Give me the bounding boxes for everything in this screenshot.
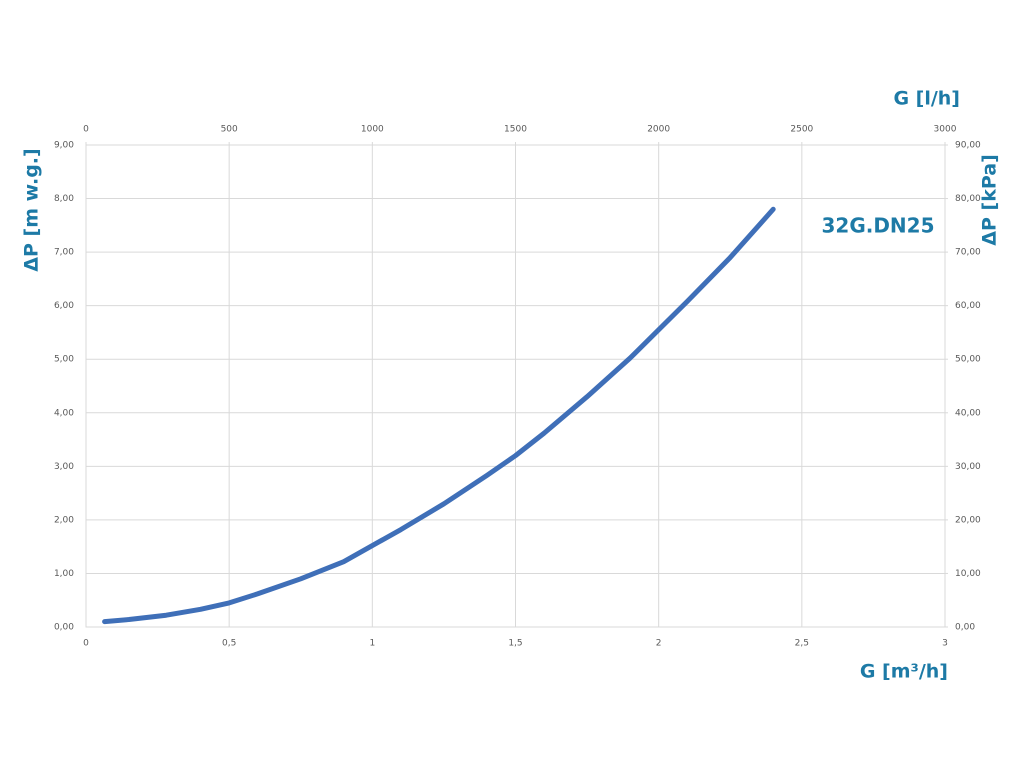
- y-tick-label: 7,00: [54, 248, 74, 258]
- y-tick-label: 5,00: [54, 355, 74, 365]
- x2-tick-label: 2000: [647, 125, 670, 135]
- annotation-box: [810, 206, 940, 246]
- y2-tick-label: 10,00: [955, 569, 981, 579]
- annotation: 32G.DN25: [821, 214, 934, 238]
- y2-tick-label: 50,00: [955, 355, 981, 365]
- y-tick-label: 3,00: [54, 462, 74, 472]
- y2-tick-label: 0,00: [955, 623, 975, 633]
- y2-tick-label: 80,00: [955, 194, 981, 204]
- y2-tick-label: 60,00: [955, 301, 981, 311]
- x2-tick-label: 1000: [361, 125, 384, 135]
- x-tick-label: 2,5: [795, 639, 809, 649]
- y2-tick-label: 30,00: [955, 462, 981, 472]
- x2-axis-title: G [l/h]: [893, 88, 960, 110]
- y-axis-title: ΔP [m w.g.]: [21, 148, 43, 271]
- x2-tick-label: 500: [221, 125, 238, 135]
- y-tick-label: 4,00: [54, 408, 74, 418]
- x2-tick-label: 0: [83, 125, 89, 135]
- x-tick-label: 1: [369, 639, 375, 649]
- y-tick-label: 9,00: [54, 141, 74, 151]
- y2-tick-label: 70,00: [955, 248, 981, 258]
- y-tick-label: 2,00: [54, 515, 74, 525]
- y-tick-label: 6,00: [54, 301, 74, 311]
- y2-axis-title: ΔP [kPa]: [979, 154, 1001, 245]
- x-tick-label: 0: [83, 639, 89, 649]
- x2-tick-label: 3000: [934, 125, 957, 135]
- x2-tick-label: 1500: [504, 125, 527, 135]
- x-tick-label: 0,5: [222, 639, 236, 649]
- x-tick-label: 1,5: [508, 639, 522, 649]
- y2-tick-label: 90,00: [955, 141, 981, 151]
- y-tick-label: 0,00: [54, 623, 74, 633]
- y2-tick-label: 20,00: [955, 515, 981, 525]
- data-line: [102, 206, 776, 625]
- x2-tick-label: 2500: [790, 125, 813, 135]
- y-tick-label: 1,00: [54, 569, 74, 579]
- x-axis-title: G [m³/h]: [860, 661, 948, 683]
- y-tick-label: 8,00: [54, 194, 74, 204]
- x-tick-label: 2: [656, 639, 662, 649]
- x-tick-label: 3: [942, 639, 948, 649]
- y2-tick-label: 40,00: [955, 408, 981, 418]
